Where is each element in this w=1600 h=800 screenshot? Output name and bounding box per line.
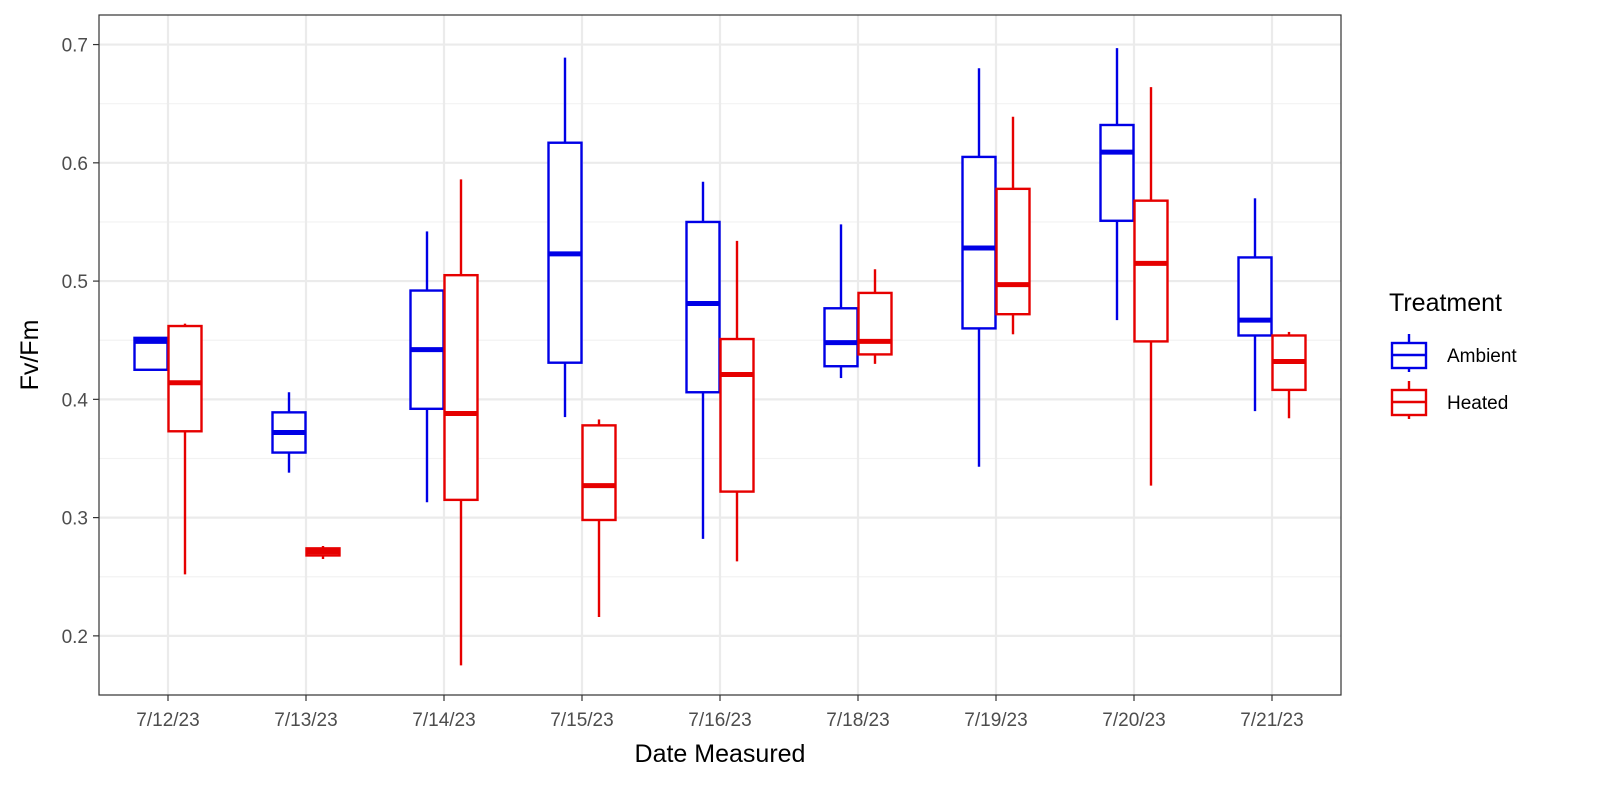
box-ambient-7/20/23 bbox=[1099, 48, 1135, 321]
box-ambient-7/18/23 bbox=[823, 224, 859, 379]
box-iqr bbox=[1237, 256, 1273, 337]
box-heated-7/20/23 bbox=[1133, 87, 1169, 486]
box-ambient-7/13/23 bbox=[271, 392, 307, 473]
box-iqr bbox=[857, 291, 893, 356]
box-heated-7/15/23 bbox=[581, 419, 617, 617]
legend-key-heated bbox=[1390, 381, 1428, 419]
y-axis-title: Fv/Fm bbox=[16, 320, 44, 391]
y-tick-label: 0.4 bbox=[62, 390, 89, 411]
x-tick-label: 7/12/23 bbox=[136, 710, 199, 731]
box-ambient-7/12/23 bbox=[133, 336, 169, 371]
box-iqr bbox=[1099, 123, 1135, 222]
box-iqr bbox=[167, 324, 203, 433]
box-heated-7/16/23 bbox=[719, 240, 755, 562]
box-ambient-7/15/23 bbox=[547, 57, 583, 418]
box-layer bbox=[133, 48, 1307, 666]
y-tick-label: 0.2 bbox=[62, 627, 88, 648]
x-tick-label: 7/14/23 bbox=[412, 710, 475, 731]
box-iqr bbox=[719, 337, 755, 493]
legend: Treatment Ambient Heated bbox=[1389, 289, 1517, 419]
box-heated-7/12/23 bbox=[167, 323, 203, 575]
legend-label-ambient: Ambient bbox=[1447, 346, 1517, 367]
box-iqr bbox=[581, 424, 617, 522]
box-iqr bbox=[1133, 199, 1169, 343]
x-tick-label: 7/13/23 bbox=[274, 710, 337, 731]
x-tick-label: 7/15/23 bbox=[550, 710, 613, 731]
x-tick-label: 7/21/23 bbox=[1240, 710, 1303, 731]
x-axis-title: Date Measured bbox=[635, 740, 806, 768]
y-tick-label: 0.5 bbox=[62, 272, 88, 293]
box-iqr bbox=[443, 273, 479, 502]
box-ambient-7/16/23 bbox=[685, 181, 721, 539]
box-heated-7/21/23 bbox=[1271, 331, 1307, 419]
box-ambient-7/19/23 bbox=[961, 68, 997, 467]
box-iqr bbox=[823, 307, 859, 368]
box-heated-7/19/23 bbox=[995, 116, 1031, 335]
x-tick-label: 7/18/23 bbox=[826, 710, 889, 731]
axis-layer: 0.2 0.3 0.4 0.5 0.6 0.7 7/12/23 7/13/23 7/14/23 7… bbox=[62, 36, 1304, 731]
box-iqr bbox=[961, 155, 997, 330]
box-iqr bbox=[685, 220, 721, 394]
legend-key-ambient bbox=[1390, 334, 1428, 372]
legend-title: Treatment bbox=[1389, 289, 1502, 317]
x-tick-label: 7/16/23 bbox=[688, 710, 751, 731]
y-tick-label: 0.7 bbox=[62, 36, 88, 57]
x-tick-label: 7/19/23 bbox=[964, 710, 1027, 731]
box-heated-7/14/23 bbox=[443, 179, 479, 666]
legend-label-heated: Heated bbox=[1447, 393, 1508, 414]
x-tick-label: 7/20/23 bbox=[1102, 710, 1165, 731]
box-ambient-7/21/23 bbox=[1237, 198, 1273, 412]
y-tick-label: 0.3 bbox=[62, 509, 88, 530]
box-heated-7/18/23 bbox=[857, 269, 893, 364]
y-tick-label: 0.6 bbox=[62, 154, 88, 175]
box-heated-7/13/23 bbox=[305, 545, 341, 559]
box-iqr bbox=[995, 187, 1031, 316]
box-ambient-7/14/23 bbox=[409, 231, 445, 503]
